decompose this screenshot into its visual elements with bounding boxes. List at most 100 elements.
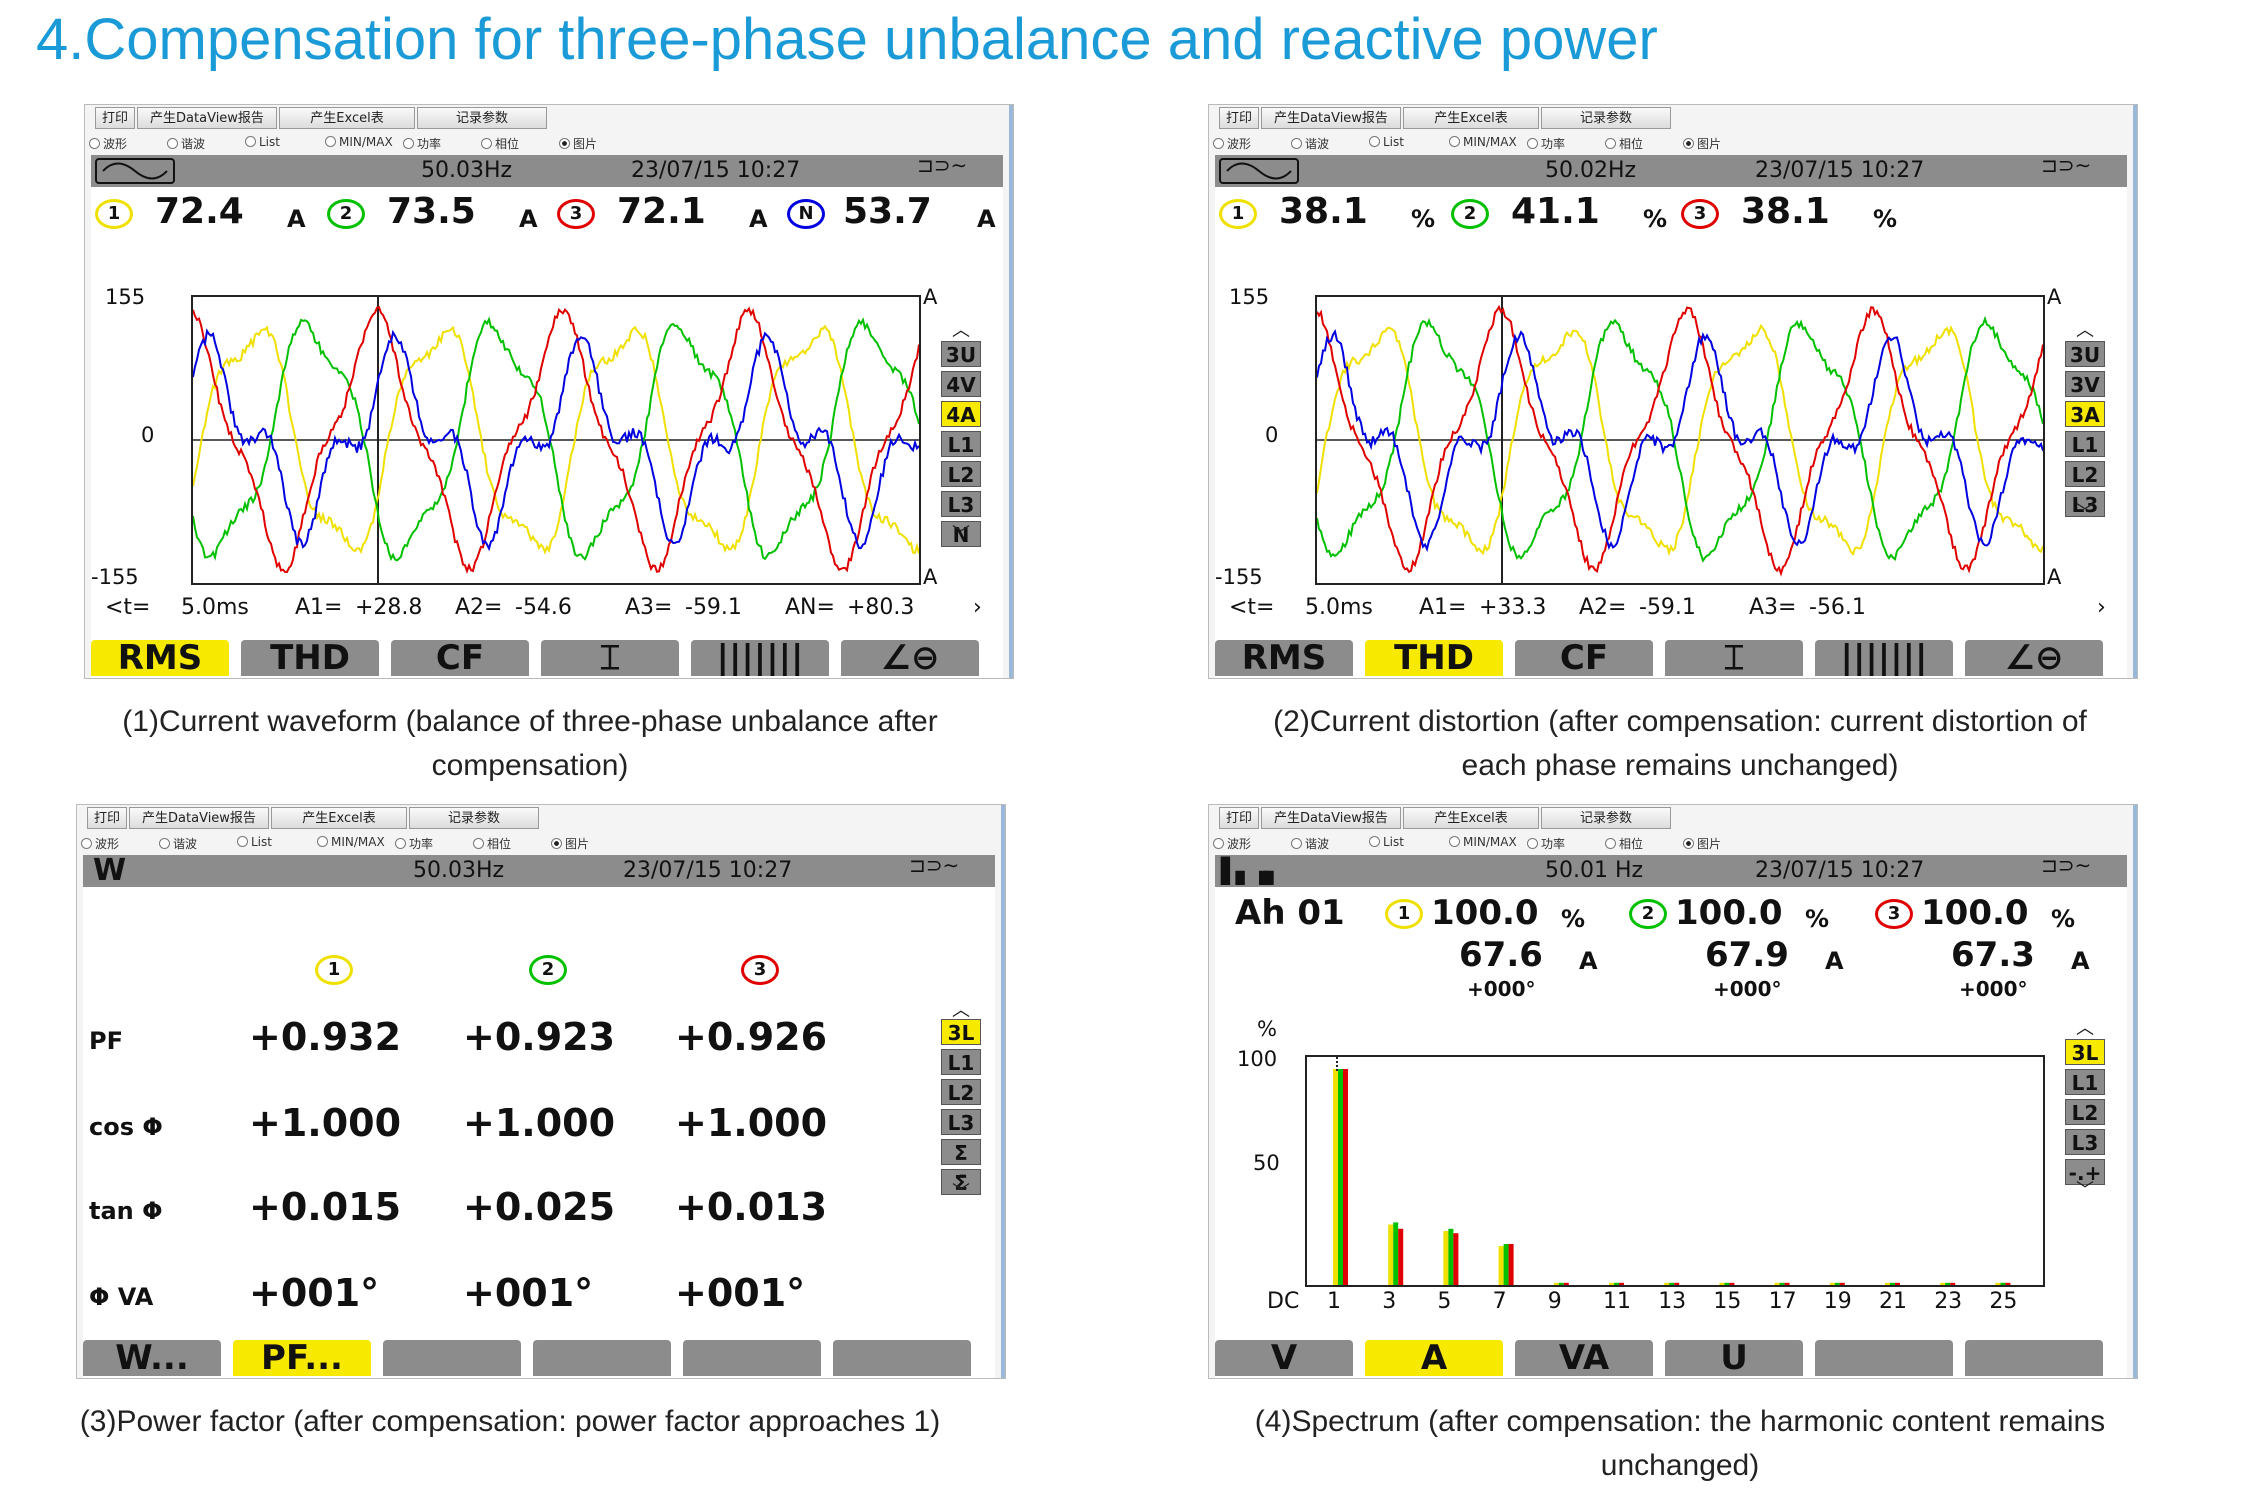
side-button-l1[interactable]: L1: [941, 1049, 981, 1075]
function-button-6[interactable]: [833, 1340, 971, 1376]
record-params-button[interactable]: 记录参数: [409, 807, 539, 829]
radio-power[interactable]: 功率: [1527, 135, 1565, 152]
radio-power[interactable]: 功率: [395, 835, 433, 852]
dataview-report-button[interactable]: 产生DataView报告: [129, 807, 269, 829]
side-button-l3[interactable]: L3: [2065, 1129, 2105, 1155]
radio-harmonic[interactable]: 谐波: [1291, 135, 1329, 152]
side-up-chevron[interactable]: ︿: [941, 1003, 981, 1019]
side-button-l3[interactable]: L3: [941, 1109, 981, 1135]
function-button-2[interactable]: THD: [241, 640, 379, 676]
side-button-l2[interactable]: L2: [941, 1079, 981, 1105]
radio-picture[interactable]: 图片: [551, 835, 589, 852]
radio-minmax[interactable]: MIN/MAX: [1449, 135, 1517, 149]
function-button-3[interactable]: CF: [1515, 640, 1653, 676]
side-button-3v[interactable]: 3V: [2065, 371, 2105, 397]
radio-phase[interactable]: 相位: [1605, 135, 1643, 152]
print-button[interactable]: 打印: [1219, 807, 1259, 829]
side-button-3a[interactable]: 3A: [2065, 401, 2105, 427]
function-button-3[interactable]: CF: [391, 640, 529, 676]
function-button-1[interactable]: RMS: [91, 640, 229, 676]
radio-harmonic[interactable]: 谐波: [167, 135, 205, 152]
radio-waveform[interactable]: 波形: [1213, 135, 1251, 152]
function-button-2[interactable]: PF...: [233, 1340, 371, 1376]
function-button-4[interactable]: ⌶: [541, 640, 679, 676]
side-button-x[interactable]: Σ: [941, 1139, 981, 1165]
function-button-2[interactable]: THD: [1365, 640, 1503, 676]
radio-power[interactable]: 功率: [1527, 835, 1565, 852]
side-down-chevron[interactable]: ﹀: [941, 1185, 981, 1201]
y-unit-label-bottom: A: [2047, 565, 2061, 589]
dataview-report-button[interactable]: 产生DataView报告: [137, 107, 277, 129]
print-button[interactable]: 打印: [1219, 107, 1259, 129]
side-button-l2[interactable]: L2: [2065, 461, 2105, 487]
function-button-2[interactable]: A: [1365, 1340, 1503, 1376]
record-params-button[interactable]: 记录参数: [1541, 107, 1671, 129]
side-button-4v[interactable]: 4V: [941, 371, 981, 397]
spectrum-plot[interactable]: [1305, 1055, 2045, 1287]
radio-list[interactable]: List: [245, 135, 280, 149]
side-button-l3[interactable]: L3: [941, 491, 981, 517]
side-up-chevron[interactable]: ︿: [2065, 323, 2105, 339]
function-button-4[interactable]: [533, 1340, 671, 1376]
excel-button[interactable]: 产生Excel表: [1403, 107, 1539, 129]
radio-harmonic[interactable]: 谐波: [1291, 835, 1329, 852]
radio-waveform[interactable]: 波形: [1213, 835, 1251, 852]
function-button-6[interactable]: ∠⊖: [841, 640, 979, 676]
record-params-button[interactable]: 记录参数: [417, 107, 547, 129]
side-button-3l[interactable]: 3L: [941, 1019, 981, 1045]
excel-button[interactable]: 产生Excel表: [271, 807, 407, 829]
function-button-3[interactable]: VA: [1515, 1340, 1653, 1376]
radio-list[interactable]: List: [1369, 135, 1404, 149]
radio-picture[interactable]: 图片: [1683, 835, 1721, 852]
print-button[interactable]: 打印: [87, 807, 127, 829]
record-params-button[interactable]: 记录参数: [1541, 807, 1671, 829]
waveform-plot[interactable]: [191, 295, 921, 585]
side-button-l1[interactable]: L1: [2065, 1069, 2105, 1095]
waveform-plot[interactable]: [1315, 295, 2045, 585]
excel-button[interactable]: 产生Excel表: [279, 107, 415, 129]
radio-phase[interactable]: 相位: [1605, 835, 1643, 852]
radio-waveform[interactable]: 波形: [81, 835, 119, 852]
radio-list[interactable]: List: [1369, 835, 1404, 849]
radio-phase[interactable]: 相位: [481, 135, 519, 152]
radio-power[interactable]: 功率: [403, 135, 441, 152]
dataview-report-button[interactable]: 产生DataView报告: [1261, 107, 1401, 129]
radio-minmax[interactable]: MIN/MAX: [325, 135, 393, 149]
function-button-6[interactable]: [1965, 1340, 2103, 1376]
function-button-1[interactable]: W...: [83, 1340, 221, 1376]
side-button-l1[interactable]: L1: [941, 431, 981, 457]
function-button-4[interactable]: ⌶: [1665, 640, 1803, 676]
excel-button[interactable]: 产生Excel表: [1403, 807, 1539, 829]
side-button-l2[interactable]: L2: [2065, 1099, 2105, 1125]
side-button-l1[interactable]: L1: [2065, 431, 2105, 457]
side-down-chevron[interactable]: ﹀: [2065, 505, 2105, 521]
side-button-3u[interactable]: 3U: [941, 341, 981, 367]
side-down-chevron[interactable]: ﹀: [2065, 1183, 2105, 1199]
function-button-5[interactable]: |||||||: [691, 640, 829, 676]
side-up-chevron[interactable]: ︿: [2065, 1021, 2105, 1037]
function-button-3[interactable]: [383, 1340, 521, 1376]
radio-picture[interactable]: 图片: [1683, 135, 1721, 152]
radio-minmax[interactable]: MIN/MAX: [1449, 835, 1517, 849]
radio-phase[interactable]: 相位: [473, 835, 511, 852]
radio-minmax[interactable]: MIN/MAX: [317, 835, 385, 849]
dataview-report-button[interactable]: 产生DataView报告: [1261, 807, 1401, 829]
function-button-5[interactable]: [683, 1340, 821, 1376]
print-button[interactable]: 打印: [95, 107, 135, 129]
radio-picture[interactable]: 图片: [559, 135, 597, 152]
side-up-chevron[interactable]: ︿: [941, 323, 981, 339]
side-button-3u[interactable]: 3U: [2065, 341, 2105, 367]
function-button-5[interactable]: |||||||: [1815, 640, 1953, 676]
radio-waveform[interactable]: 波形: [89, 135, 127, 152]
radio-harmonic[interactable]: 谐波: [159, 835, 197, 852]
radio-list[interactable]: List: [237, 835, 272, 849]
side-button-l2[interactable]: L2: [941, 461, 981, 487]
function-button-6[interactable]: ∠⊖: [1965, 640, 2103, 676]
function-button-4[interactable]: U: [1665, 1340, 1803, 1376]
function-button-5[interactable]: [1815, 1340, 1953, 1376]
side-button-3l[interactable]: 3L: [2065, 1039, 2105, 1065]
side-button-4a[interactable]: 4A: [941, 401, 981, 427]
function-button-1[interactable]: RMS: [1215, 640, 1353, 676]
function-button-1[interactable]: V: [1215, 1340, 1353, 1376]
side-down-chevron[interactable]: ﹀: [941, 527, 981, 543]
